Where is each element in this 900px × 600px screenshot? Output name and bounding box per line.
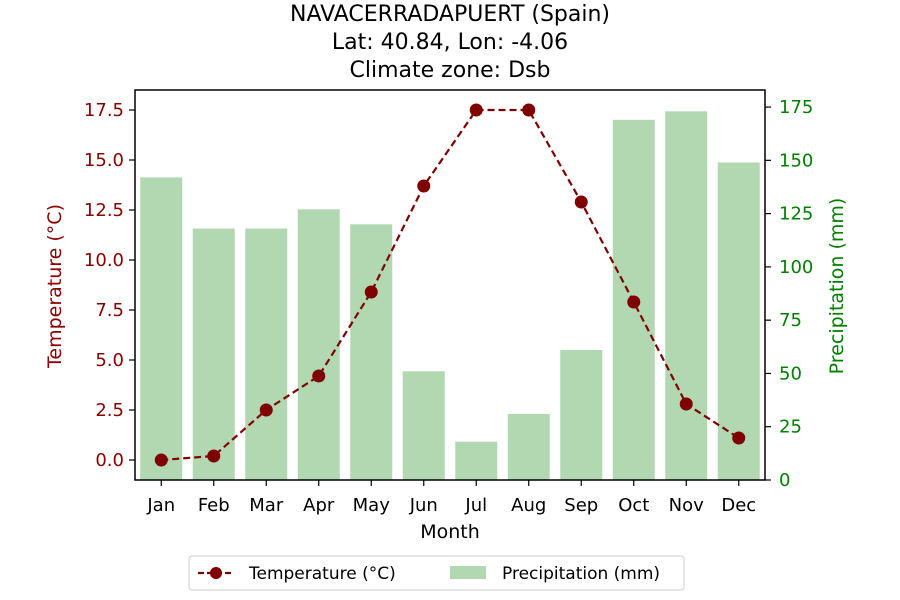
- temperature-point-oct: [627, 295, 641, 309]
- precipitation-tick-label: 150: [779, 150, 813, 171]
- chart-title: NAVACERRADAPUERT (Spain) Lat: 40.84, Lon…: [290, 2, 610, 83]
- x-tick-label-nov: Nov: [669, 495, 704, 516]
- temperature-axis-label: Temperature (°C): [44, 204, 66, 369]
- temperature-point-dec: [732, 431, 746, 445]
- legend-temperature-label: Temperature (°C): [248, 564, 396, 584]
- precipitation-bar-mar: [245, 228, 288, 480]
- precipitation-bar-jun: [402, 371, 445, 480]
- x-tick-label-feb: Feb: [198, 495, 230, 516]
- temperature-point-apr: [312, 369, 326, 383]
- precipitation-bar-feb: [192, 228, 235, 480]
- temperature-point-aug: [522, 103, 536, 117]
- x-axis-label: Month: [420, 521, 480, 543]
- precipitation-tick-label: 50: [779, 363, 802, 384]
- temperature-tick-label: 2.5: [95, 400, 124, 421]
- x-tick-label-sep: Sep: [564, 495, 598, 516]
- precipitation-bar-aug: [507, 413, 550, 480]
- x-tick-label-oct: Oct: [618, 495, 649, 516]
- precipitation-axis: 0 25 50 75 100 125 150 175: [765, 97, 813, 491]
- precipitation-bars: [140, 111, 760, 481]
- x-tick-label-jul: Jul: [464, 495, 487, 516]
- x-tick-label-jan: Jan: [146, 495, 175, 516]
- x-tick-label-aug: Aug: [511, 495, 546, 516]
- x-tick-label-apr: Apr: [303, 495, 335, 516]
- legend-precipitation-swatch-icon: [450, 566, 486, 579]
- temperature-axis: 0.0 2.5 5.0 7.5 10.0 12.5 15.0 17.5: [84, 100, 135, 471]
- chart-legend: Temperature (°C) Precipitation (mm): [188, 555, 685, 591]
- chart-title-line-1: NAVACERRADAPUERT (Spain): [290, 2, 610, 27]
- precipitation-bar-jul: [455, 441, 498, 480]
- legend-temperature-marker-icon: [210, 567, 222, 579]
- temperature-point-mar: [259, 403, 273, 417]
- temperature-line: [161, 108, 740, 462]
- precipitation-tick-label: 100: [779, 257, 813, 278]
- temperature-point-feb: [207, 449, 221, 463]
- precipitation-bar-apr: [297, 209, 340, 480]
- x-tick-label-dec: Dec: [721, 495, 756, 516]
- precipitation-bar-jan: [140, 177, 183, 480]
- temperature-point-sep: [574, 195, 588, 209]
- temperature-point-jul: [469, 103, 483, 117]
- temperature-point-jun: [417, 179, 431, 193]
- temperature-point-jan: [154, 453, 168, 467]
- precipitation-tick-label: 0: [779, 470, 790, 491]
- x-tick-label-jun: Jun: [409, 495, 438, 516]
- temperature-tick-label: 17.5: [84, 100, 124, 121]
- precipitation-bar-may: [350, 224, 393, 480]
- temperature-point-may: [364, 285, 378, 299]
- legend-box: [188, 555, 685, 591]
- legend-precipitation-label: Precipitation (mm): [502, 564, 660, 584]
- temperature-tick-label: 15.0: [84, 150, 124, 171]
- temperature-point-nov: [679, 397, 693, 411]
- chart-title-line-2: Lat: 40.84, Lon: -4.06: [332, 30, 568, 55]
- precipitation-axis-label: Precipitation (mm): [826, 198, 848, 375]
- x-axis: Jan Feb Mar Apr May Jun Jul Aug Sep Oct Nov Dec: [146, 480, 756, 516]
- precipitation-bar-nov: [665, 111, 708, 481]
- precipitation-tick-label: 125: [779, 204, 813, 225]
- plot-frame: [134, 89, 766, 481]
- temperature-tick-label: 7.5: [95, 300, 124, 321]
- x-tick-label-may: May: [353, 495, 391, 516]
- chart-title-line-3: Climate zone: Dsb: [350, 58, 551, 83]
- precipitation-tick-label: 175: [779, 97, 813, 118]
- temperature-line-series: [154, 103, 746, 467]
- precipitation-tick-label: 75: [779, 310, 802, 331]
- temperature-tick-label: 5.0: [95, 350, 124, 371]
- precipitation-tick-label: 25: [779, 417, 802, 438]
- temperature-tick-label: 12.5: [84, 200, 124, 221]
- precipitation-bar-sep: [560, 350, 603, 480]
- temperature-tick-label: 0.0: [95, 450, 124, 471]
- precipitation-bar-dec: [717, 162, 760, 480]
- temperature-tick-label: 10.0: [84, 250, 124, 271]
- x-tick-label-mar: Mar: [249, 495, 284, 516]
